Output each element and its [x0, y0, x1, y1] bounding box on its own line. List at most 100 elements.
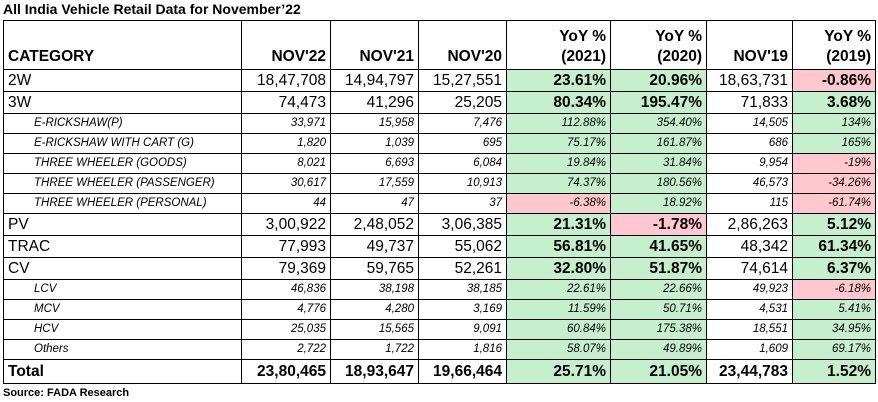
cell-nov21: 15,958	[330, 113, 419, 134]
cell-yoy-2021: 75.17%	[506, 133, 611, 154]
cell-nov22: 33,971	[241, 113, 331, 134]
subcategory-row: THREE WHEELER (PERSONAL) 44 47 37 -6.38% 18.9…	[3, 193, 876, 214]
header-nov20: NOV'20	[418, 20, 507, 70]
cell-nov22: 4,776	[241, 299, 331, 320]
cell-yoy-2021: 112.88%	[506, 113, 611, 134]
cell-nov20: 55,062	[418, 235, 507, 258]
category-row: 3W 74,473 41,296 25,205 80.34% 195.47% 71,833 3…	[3, 91, 876, 114]
cell-nov21: 47	[330, 193, 419, 214]
cell-nov19: 48,342	[706, 235, 793, 258]
header-yoy-2020: YoY % (2020)	[610, 20, 707, 70]
cell-yoy-2019: 69.17%	[792, 339, 876, 360]
cell-yoy-2020: 50.71%	[610, 299, 707, 320]
cell-nov22: 30,617	[241, 173, 331, 194]
header-row: CATEGORY NOV'22 NOV'21 NOV'20 YoY % (2021…	[3, 20, 876, 70]
cell-nov22: 1,820	[241, 133, 331, 154]
cell-nov21: 41,296	[330, 91, 419, 114]
header-yoy-2019-bottom: (2019)	[826, 48, 871, 65]
source-note: Source: FADA Research	[3, 387, 130, 399]
cell-nov20: 9,091	[418, 319, 507, 340]
cell-yoy-2020: 22.66%	[610, 279, 707, 300]
cell-nov19: 18,551	[706, 319, 793, 340]
subcategory-row: MCV 4,776 4,280 3,169 11.59% 50.71% 4,531 5.41%	[3, 299, 876, 320]
cell-yoy-2020: 195.47%	[610, 91, 707, 114]
cell-yoy-2021: 19.84%	[506, 153, 611, 174]
cell-yoy-2019: -0.86%	[792, 69, 876, 92]
cell-nov19: 9,954	[706, 153, 793, 174]
cell-category: PV	[3, 213, 242, 236]
page-title: All India Vehicle Retail Data for Novemb…	[3, 1, 301, 17]
cell-nov19: 71,833	[706, 91, 793, 114]
cell-nov20: 3,06,385	[418, 213, 507, 236]
category-row: PV 3,00,922 2,48,052 3,06,385 21.31% -1.78% 2,…	[3, 213, 876, 236]
cell-nov19: 49,923	[706, 279, 793, 300]
cell-nov21: 18,93,647	[330, 359, 419, 384]
cell-category: E-RICKSHAW(P)	[3, 113, 242, 134]
cell-nov20: 10,913	[418, 173, 507, 194]
cell-category: TRAC	[3, 235, 242, 258]
cell-nov21: 1,039	[330, 133, 419, 154]
header-yoy-2019: YoY % (2019)	[792, 20, 876, 70]
cell-nov19: 23,44,783	[706, 359, 793, 384]
cell-yoy-2019: -6.18%	[792, 279, 876, 300]
cell-nov19: 2,86,263	[706, 213, 793, 236]
cell-nov19: 74,614	[706, 257, 793, 280]
cell-category: CV	[3, 257, 242, 280]
cell-nov21: 17,559	[330, 173, 419, 194]
cell-yoy-2020: 49.89%	[610, 339, 707, 360]
cell-nov20: 15,27,551	[418, 69, 507, 92]
cell-yoy-2020: 175.38%	[610, 319, 707, 340]
header-nov21: NOV'21	[330, 20, 419, 70]
cell-nov22: 46,836	[241, 279, 331, 300]
header-yoy-2019-top: YoY %	[824, 28, 871, 45]
cell-yoy-2020: 354.40%	[610, 113, 707, 134]
cell-yoy-2019: 134%	[792, 113, 876, 134]
header-yoy-2020-bottom: (2020)	[657, 48, 702, 65]
cell-yoy-2019: 6.37%	[792, 257, 876, 280]
cell-nov21: 49,737	[330, 235, 419, 258]
cell-yoy-2020: 21.05%	[610, 359, 707, 384]
cell-category: E-RICKSHAW WITH CART (G)	[3, 133, 242, 154]
cell-yoy-2021: 74.37%	[506, 173, 611, 194]
cell-yoy-2019: -34.26%	[792, 173, 876, 194]
cell-nov21: 4,280	[330, 299, 419, 320]
header-nov22: NOV'22	[241, 20, 331, 70]
cell-yoy-2020: 41.65%	[610, 235, 707, 258]
cell-nov19: 46,573	[706, 173, 793, 194]
cell-nov21: 1,722	[330, 339, 419, 360]
cell-nov20: 38,185	[418, 279, 507, 300]
cell-category: HCV	[3, 319, 242, 340]
category-row: CV 79,369 59,765 52,261 32.80% 51.87% 74,614 6.…	[3, 257, 876, 280]
cell-nov20: 6,084	[418, 153, 507, 174]
cell-yoy-2021: 25.71%	[506, 359, 611, 384]
cell-nov22: 44	[241, 193, 331, 214]
cell-yoy-2020: 31.84%	[610, 153, 707, 174]
cell-nov20: 37	[418, 193, 507, 214]
cell-yoy-2019: -61.74%	[792, 193, 876, 214]
cell-yoy-2019: -19%	[792, 153, 876, 174]
cell-nov20: 25,205	[418, 91, 507, 114]
subcategory-row: HCV 25,035 15,565 9,091 60.84% 175.38% 18,551 3…	[3, 319, 876, 340]
cell-nov22: 25,035	[241, 319, 331, 340]
header-category: CATEGORY	[3, 20, 242, 70]
cell-yoy-2020: 18.92%	[610, 193, 707, 214]
cell-nov20: 52,261	[418, 257, 507, 280]
cell-nov22: 74,473	[241, 91, 331, 114]
cell-nov21: 14,94,797	[330, 69, 419, 92]
cell-category: Total	[3, 359, 242, 384]
cell-nov22: 2,722	[241, 339, 331, 360]
cell-yoy-2020: 20.96%	[610, 69, 707, 92]
cell-yoy-2019: 165%	[792, 133, 876, 154]
cell-yoy-2021: 22.61%	[506, 279, 611, 300]
cell-nov22: 3,00,922	[241, 213, 331, 236]
table-body: 2W 18,47,708 14,94,797 15,27,551 23.61% 20.96…	[3, 69, 876, 384]
cell-nov20: 695	[418, 133, 507, 154]
cell-category: MCV	[3, 299, 242, 320]
cell-nov22: 18,47,708	[241, 69, 331, 92]
header-yoy-2021: YoY % (2021)	[506, 20, 611, 70]
cell-category: 3W	[3, 91, 242, 114]
cell-yoy-2021: 80.34%	[506, 91, 611, 114]
total-row: Total 23,80,465 18,93,647 19,66,464 25.71% 21…	[3, 359, 876, 384]
subcategory-row: LCV 46,836 38,198 38,185 22.61% 22.66% 49,923-…	[3, 279, 876, 300]
cell-category: 2W	[3, 69, 242, 92]
